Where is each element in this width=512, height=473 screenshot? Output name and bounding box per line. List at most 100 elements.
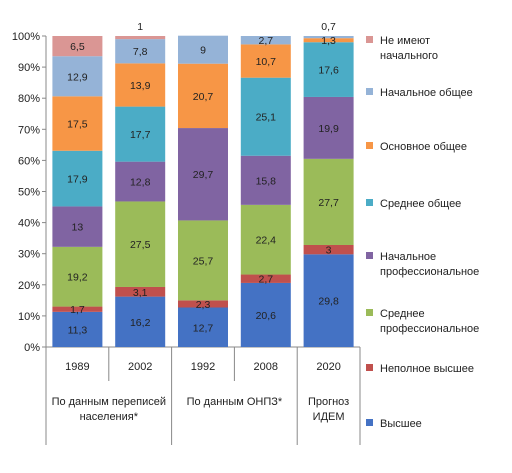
- data-label: 2,3: [196, 299, 211, 311]
- bar-segment: [240, 282, 291, 347]
- data-label: 10,7: [256, 56, 277, 68]
- legend-label: Начальное общее: [380, 87, 473, 99]
- category-label: 1989: [65, 361, 89, 373]
- data-label: 7,8: [133, 46, 148, 58]
- bars: [52, 35, 354, 347]
- legend-label: Не имеют: [380, 35, 430, 47]
- bar-segment: [52, 56, 103, 97]
- bar-segment: [115, 36, 166, 40]
- data-label: 25,1: [256, 112, 277, 124]
- data-labels: 11,31,719,21317,917,512,96,516,23,127,51…: [67, 21, 339, 336]
- legend-swatch: [366, 199, 373, 206]
- group-label: По данным ОНПЗ*: [187, 396, 283, 408]
- legend-label: профессиональное: [380, 266, 479, 278]
- legend: Не имеют начального Начальное общее Основно…: [366, 35, 479, 430]
- data-label: 0,7: [321, 21, 336, 33]
- data-label: 17,7: [130, 129, 151, 141]
- data-label: 1,3: [321, 35, 336, 47]
- bar-segment: [115, 39, 166, 64]
- data-label: 22,4: [256, 235, 277, 247]
- bar-segment: [115, 201, 166, 287]
- y-tick-label: 10%: [18, 311, 40, 323]
- data-label: 16,2: [130, 317, 151, 329]
- legend-label: Неполное высшее: [380, 363, 474, 375]
- legend-swatch: [366, 419, 373, 426]
- bar-segment: [240, 77, 291, 156]
- bar-segment: [115, 286, 166, 297]
- bar-segment: [52, 306, 103, 312]
- legend-label: профессиональное: [380, 323, 479, 335]
- legend-swatch: [366, 309, 373, 316]
- legend-label: Основное общее: [380, 141, 467, 153]
- bar-segment: [240, 36, 291, 45]
- y-tick-label: 100%: [12, 31, 40, 43]
- data-label: 19,9: [318, 123, 339, 135]
- bar-segment: [52, 311, 103, 347]
- y-tick-label: 80%: [18, 93, 40, 105]
- data-label: 13,9: [130, 80, 151, 92]
- y-tick-label: 90%: [18, 62, 40, 74]
- y-tick-label: 0%: [24, 342, 40, 354]
- bar-segment: [303, 36, 354, 39]
- group-label: населения*: [80, 411, 139, 423]
- data-label: 29,8: [318, 296, 339, 308]
- legend-label: Среднее общее: [380, 198, 461, 210]
- data-label: 19,2: [67, 272, 88, 284]
- data-label: 17,6: [318, 65, 339, 77]
- data-label: 12,9: [67, 71, 88, 83]
- y-tick-label: 40%: [18, 218, 40, 230]
- group-label: ИДЕМ: [313, 411, 345, 423]
- bar-segment: [52, 96, 103, 151]
- legend-label: Среднее: [380, 308, 425, 320]
- y-tick-label: 70%: [18, 124, 40, 136]
- legend-label: Начальное: [380, 251, 436, 263]
- data-label: 12,8: [130, 177, 151, 189]
- data-label: 27,7: [318, 197, 339, 209]
- legend-swatch: [366, 252, 373, 259]
- bar-segment: [303, 96, 354, 159]
- legend-swatch: [366, 88, 373, 95]
- category-label: 1992: [191, 361, 215, 373]
- data-label: 12,7: [193, 322, 214, 334]
- data-label: 27,5: [130, 239, 151, 251]
- data-label: 15,8: [256, 175, 277, 187]
- category-labels: 1989 2002 1992 2008 2020 По данным переписей н…: [52, 361, 350, 423]
- bar-segment: [240, 204, 291, 275]
- data-label: 17,5: [67, 119, 88, 131]
- category-label: 2002: [128, 361, 152, 373]
- y-tick-label: 60%: [18, 155, 40, 167]
- legend-label: начального: [380, 50, 438, 62]
- bar-segment: [178, 220, 228, 301]
- data-label: 6,5: [70, 41, 85, 53]
- bar-segment: [178, 307, 228, 347]
- bar-segment: [303, 38, 354, 43]
- data-label: 1,7: [70, 304, 85, 316]
- group-label: Прогноз: [308, 396, 349, 408]
- bar-segment: [52, 150, 103, 207]
- bar-segment: [303, 244, 354, 255]
- y-tick-label: 50%: [18, 187, 40, 199]
- bar-segment: [115, 296, 166, 347]
- category-label: 2020: [316, 361, 340, 373]
- bar-segment: [178, 63, 228, 129]
- group-label: По данным переписей: [52, 396, 166, 408]
- category-label: 2008: [254, 361, 278, 373]
- bar-segment: [240, 155, 291, 205]
- data-label: 2,7: [258, 35, 273, 47]
- bar-segment: [303, 42, 354, 97]
- data-label: 25,7: [193, 255, 214, 267]
- data-label: 13: [72, 222, 84, 234]
- data-label: 11,3: [68, 324, 88, 336]
- bar-segment: [303, 158, 354, 245]
- bar-segment: [178, 35, 228, 64]
- bar-segment: [115, 106, 166, 162]
- bar-segment: [52, 36, 103, 57]
- legend-swatch: [366, 36, 373, 43]
- bar-segment: [178, 128, 228, 221]
- data-label: 3: [326, 245, 332, 257]
- bar-segment: [178, 300, 228, 308]
- bar-segment: [240, 274, 291, 283]
- data-label: 20,7: [193, 91, 214, 103]
- legend-label: Высшее: [380, 418, 422, 430]
